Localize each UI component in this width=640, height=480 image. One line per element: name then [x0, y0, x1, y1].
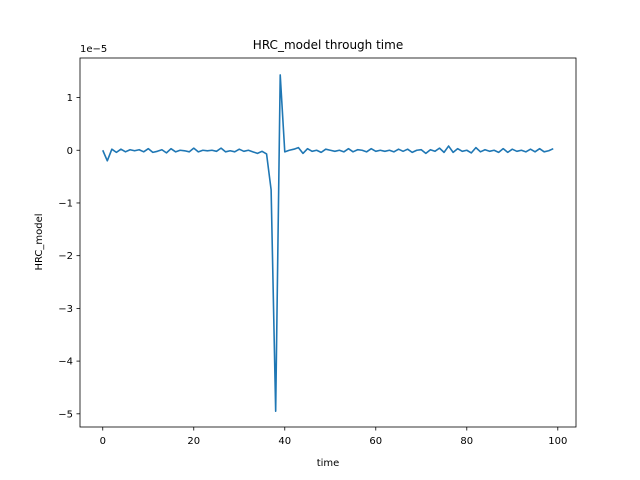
y-tick-label: −4: [58, 357, 73, 368]
plot-area: 0 20 40 60 80 100 −5 −4 −3 −2 −1 0 1: [58, 57, 577, 447]
series-line-0: [102, 74, 554, 412]
x-tick-label: 80: [460, 436, 473, 447]
y-tick-label: −3: [58, 304, 73, 315]
series-layer: [102, 74, 554, 412]
x-tick-label: 20: [187, 436, 200, 447]
y-axis: −5 −4 −3 −2 −1 0 1: [58, 93, 80, 420]
y-tick-label: 0: [67, 146, 73, 157]
plot-frame: [79, 57, 577, 428]
y-offset-label: 1e−5: [80, 44, 107, 55]
x-tick-label: 60: [369, 436, 382, 447]
x-axis-label: time: [317, 458, 340, 469]
x-tick-label: 100: [548, 436, 567, 447]
x-axis: 0 20 40 60 80 100: [100, 427, 567, 447]
y-tick-label: −2: [58, 251, 73, 262]
y-tick-label: 1: [67, 93, 73, 104]
y-tick-label: −5: [58, 409, 73, 420]
x-tick-label: 40: [278, 436, 291, 447]
x-tick-label: 0: [100, 436, 106, 447]
y-axis-label: HRC_model: [34, 213, 45, 270]
y-tick-label: −1: [58, 198, 73, 209]
chart-title: HRC_model through time: [253, 38, 403, 52]
